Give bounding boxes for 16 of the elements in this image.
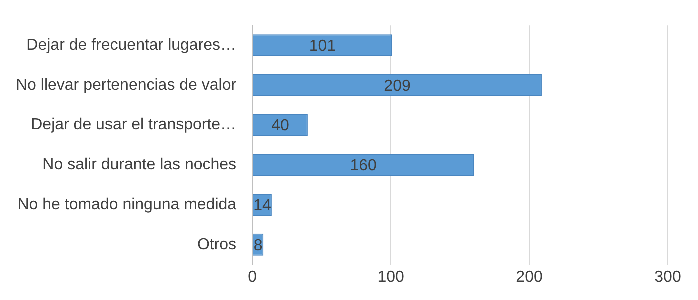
y-tick-label: No llevar pertenencias de valor xyxy=(16,76,238,94)
y-tick-label: No salir durante las noches xyxy=(42,156,237,174)
y-tick-label: Dejar de usar el transporte… xyxy=(31,116,237,134)
data-label: 101 xyxy=(309,38,336,55)
data-label: 209 xyxy=(384,78,411,95)
y-tick-label: Dejar de frecuentar lugares… xyxy=(26,36,237,54)
x-tick-label: 100 xyxy=(378,268,404,286)
data-label: 40 xyxy=(272,118,290,135)
data-label: 160 xyxy=(350,158,378,175)
data-label: 14 xyxy=(254,197,272,214)
y-tick-label: Otros xyxy=(197,236,237,254)
x-tick-label: 300 xyxy=(654,268,682,286)
x-tick-label: 200 xyxy=(516,268,543,286)
x-tick-label: 0 xyxy=(248,268,258,286)
data-label: 8 xyxy=(254,237,263,254)
y-tick-label: No he tomado ninguna medida xyxy=(18,196,237,214)
